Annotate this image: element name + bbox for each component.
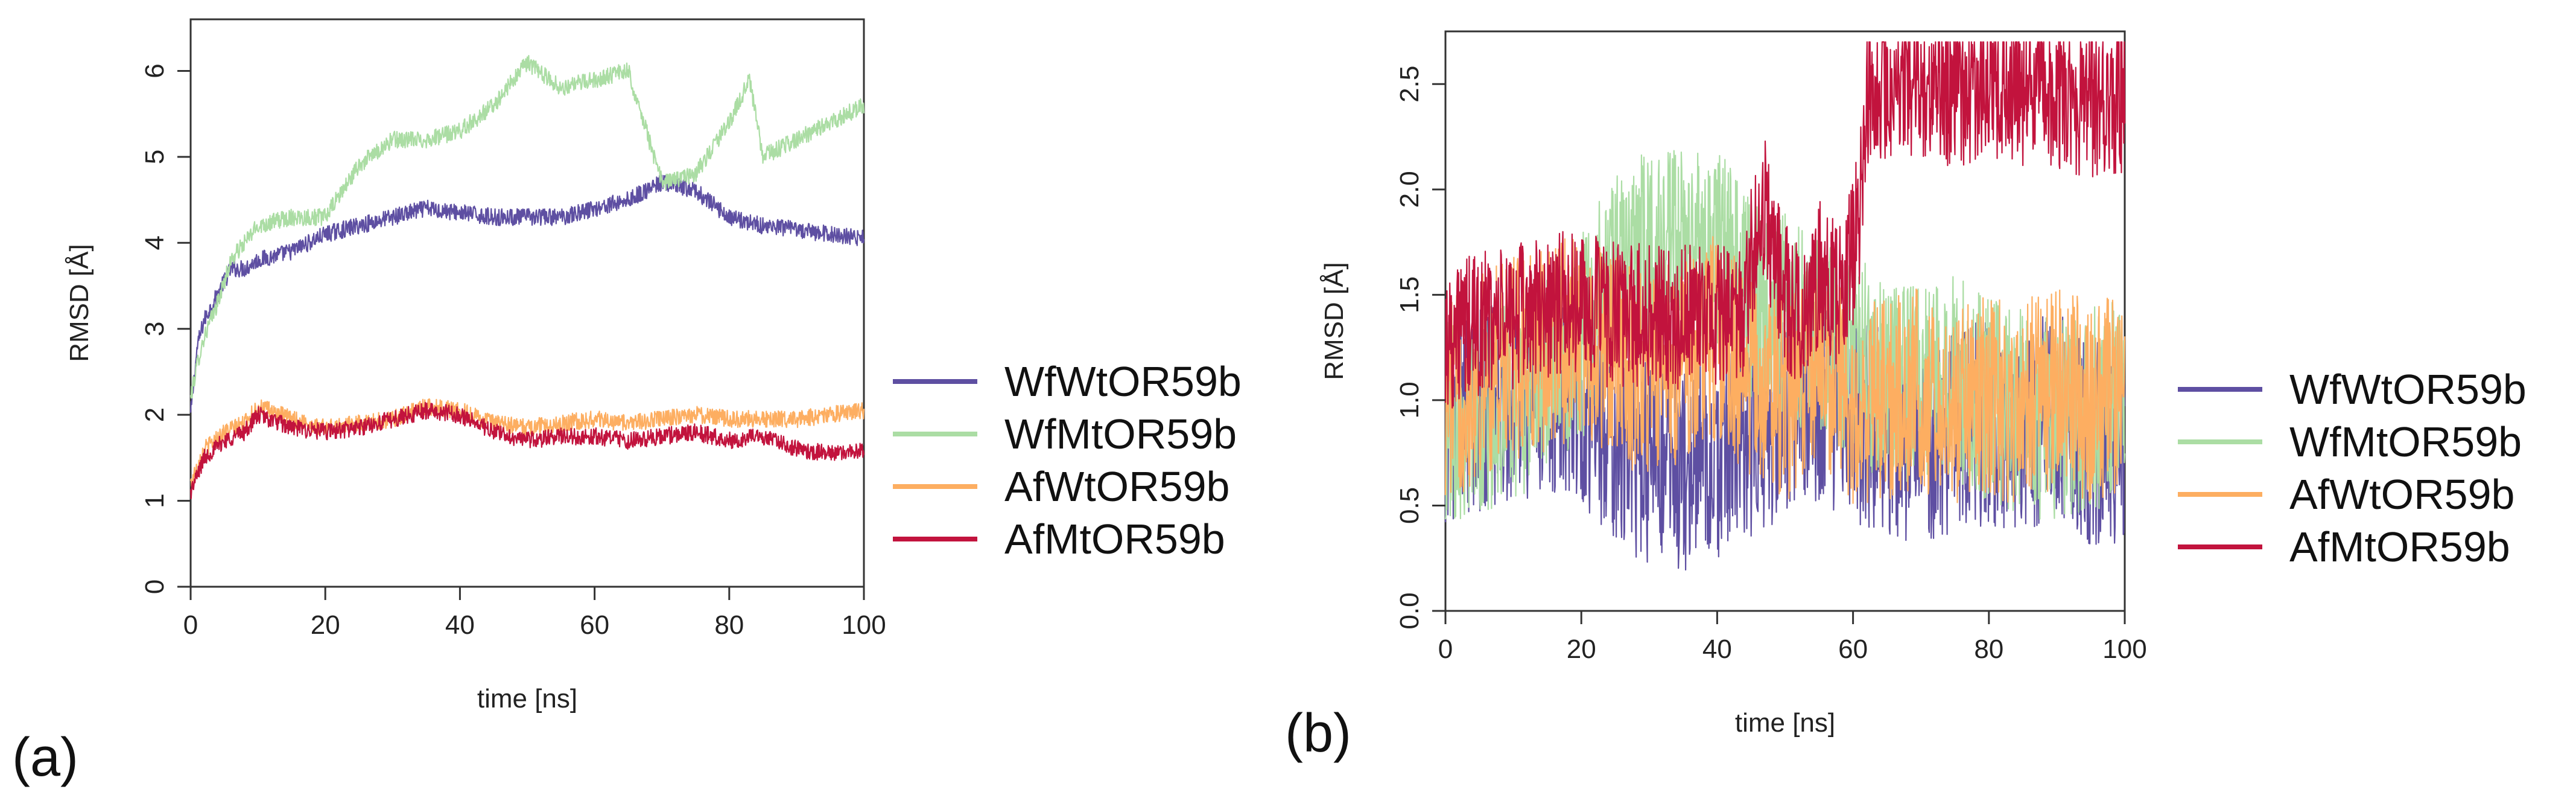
panel-label: (a) [12, 727, 78, 788]
x-axis-title: time [ns] [1735, 708, 1835, 738]
y-tick-label: 4 [140, 235, 170, 250]
y-tick-label: 0 [140, 579, 170, 594]
x-tick-label: 40 [445, 610, 475, 640]
plot-frame [189, 18, 865, 588]
x-tick-label: 0 [1438, 634, 1453, 664]
panel-label: (b) [1285, 703, 1351, 764]
x-tick-label: 60 [1838, 634, 1868, 664]
legend-label: AfMtOR59b [1004, 516, 1225, 563]
x-axis-title: time [ns] [477, 684, 577, 714]
legend-label: AfMtOR59b [2289, 523, 2510, 570]
y-tick-label: 0.5 [1395, 487, 1424, 524]
legend-label: AfWtOR59b [2289, 471, 2514, 518]
x-tick-label: 0 [183, 610, 198, 640]
y-tick-label: 1 [140, 493, 170, 508]
x-tick-label: 100 [2102, 634, 2146, 664]
legend-label: WfWtOR59b [2289, 366, 2527, 413]
y-tick-label: 1.5 [1395, 276, 1424, 313]
series-line-WfMtOR59b [189, 54, 865, 399]
legend-label: WfMtOR59b [2289, 418, 2522, 465]
y-tick-label: 5 [140, 150, 170, 164]
series-line-WfWtOR59b [189, 174, 865, 413]
y-tick-label: 2.5 [1395, 66, 1424, 103]
x-tick-label: 20 [311, 610, 340, 640]
y-axis-title: RMSD [Å] [65, 244, 94, 362]
x-tick-label: 40 [1702, 634, 1732, 664]
legend-label: AfWtOR59b [1004, 463, 1229, 510]
series-line-AfWtOR59b [189, 398, 865, 487]
series-line-AfMtOR59b [1444, 41, 2126, 409]
x-tick-label: 80 [714, 610, 744, 640]
y-tick-label: 2.0 [1395, 171, 1424, 208]
y-tick-label: 1.0 [1395, 382, 1424, 418]
y-tick-label: 2 [140, 407, 170, 422]
x-tick-label: 20 [1567, 634, 1596, 664]
legend-label: WfWtOR59b [1004, 358, 1242, 405]
x-tick-label: 100 [842, 610, 886, 640]
y-tick-label: 6 [140, 63, 170, 78]
y-axis-title: RMSD [Å] [1319, 262, 1349, 380]
panel-b: 0 20 40 60 80 100 0.0 0.5 1.0 1.5 2.0 2.5 time [ns] R… [1285, 30, 2527, 764]
x-tick-label: 60 [580, 610, 609, 640]
y-tick-label: 0.0 [1395, 592, 1424, 629]
panel-a: 0 20 40 60 80 100 0 1 2 3 4 5 6 time [ns] RMSD [Å] WfWt… [12, 18, 1242, 788]
series-line-AfMtOR59b [189, 401, 865, 500]
x-tick-label: 80 [1974, 634, 2003, 664]
legend-label: WfMtOR59b [1004, 410, 1237, 458]
y-tick-label: 3 [140, 321, 170, 336]
